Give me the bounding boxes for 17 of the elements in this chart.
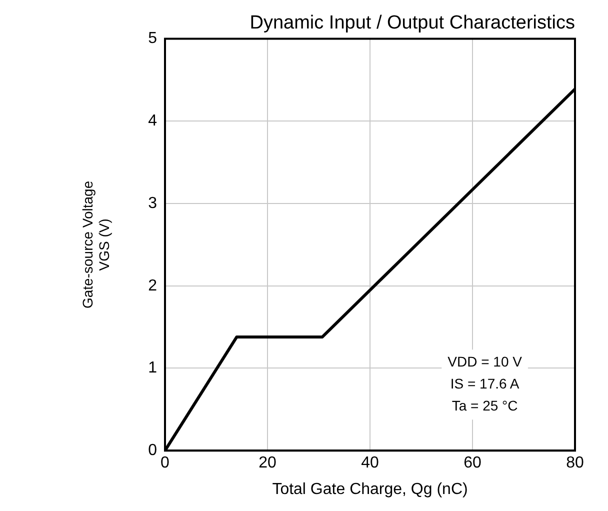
- y-tick-label: 5: [148, 30, 158, 48]
- x-axis-title: Total Gate Charge, Qg (nC): [272, 480, 468, 498]
- annotation: Ta = 25 °C: [452, 397, 518, 414]
- x-tick-label: 40: [361, 454, 379, 472]
- annotation: VDD = 10 V: [448, 353, 523, 370]
- x-tick-label: 20: [258, 454, 276, 472]
- y-tick-label: 1: [148, 360, 158, 377]
- annotation: IS = 17.6 A: [450, 375, 520, 392]
- x-tick-label: 60: [464, 454, 482, 472]
- y-tick-label: 3: [148, 194, 158, 212]
- x-tick-label: 0: [160, 454, 170, 472]
- y-tick-label: 0: [148, 442, 158, 460]
- y-tick-label: 2: [148, 277, 158, 294]
- y-tick-label: 4: [148, 112, 158, 130]
- x-tick-label: 80: [566, 454, 584, 472]
- y-axis-title: Gate-source Voltage VGS (V): [79, 180, 112, 309]
- chart-title: Dynamic Input / Output Characteristics: [250, 12, 575, 34]
